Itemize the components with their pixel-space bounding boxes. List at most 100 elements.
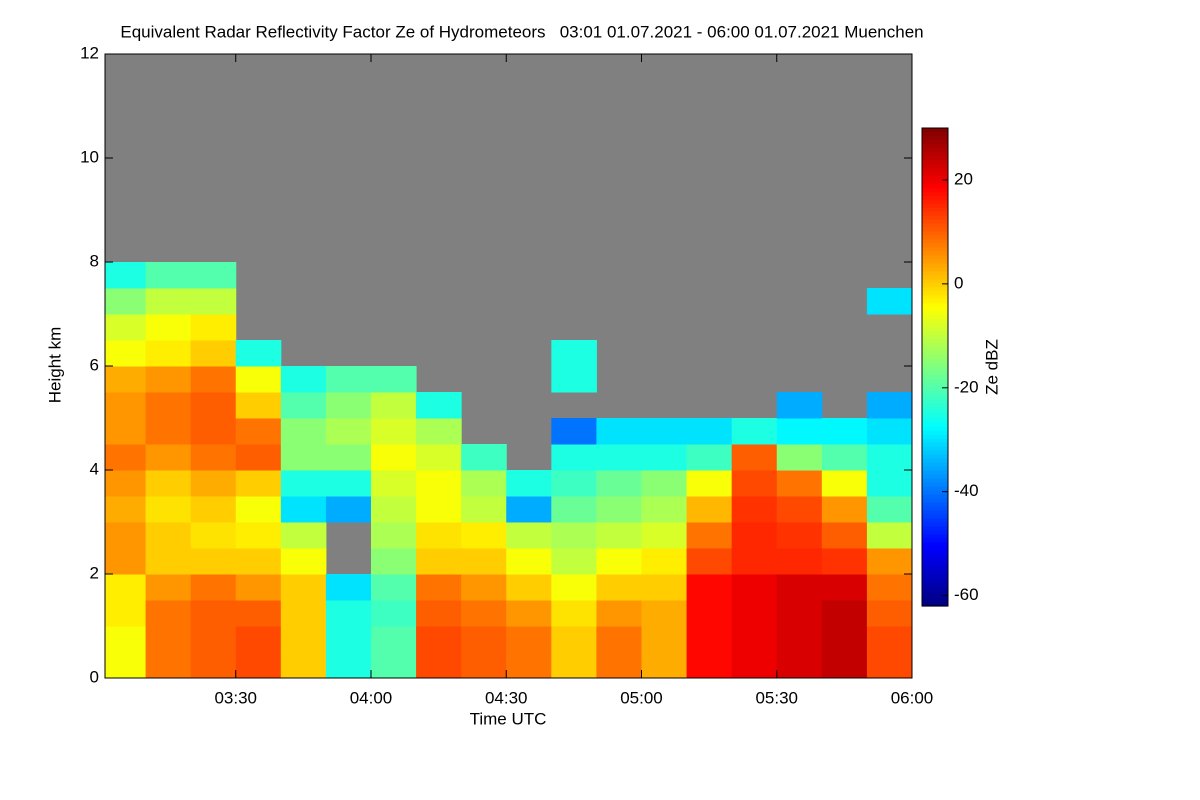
cell — [235, 366, 282, 393]
colorbar-frame — [921, 127, 949, 607]
cell — [105, 496, 147, 523]
colorbar-swatch — [922, 598, 948, 603]
cell — [370, 496, 417, 523]
cell — [190, 600, 237, 627]
cell — [821, 600, 868, 627]
cell — [551, 522, 597, 549]
cell — [461, 496, 507, 523]
cell — [370, 600, 417, 627]
cell — [235, 444, 282, 471]
colorbar-swatch — [922, 243, 948, 249]
cell — [370, 392, 417, 419]
cell — [325, 496, 372, 523]
cell — [731, 470, 778, 497]
cell — [235, 392, 282, 419]
cell — [416, 470, 462, 497]
cell — [235, 548, 282, 575]
cell — [506, 600, 552, 627]
colorbar-swatch — [922, 458, 948, 464]
colorbar-swatch — [922, 151, 948, 157]
cell — [821, 522, 868, 549]
cell — [280, 548, 327, 575]
cell — [145, 418, 192, 445]
colorbar-swatch — [922, 287, 948, 292]
cell — [641, 548, 688, 575]
cell — [145, 652, 192, 679]
colorbar-swatch — [922, 355, 948, 360]
cell — [866, 522, 913, 549]
colorbar-swatch — [922, 418, 948, 424]
cell — [461, 470, 507, 497]
cell — [821, 496, 868, 523]
cell — [506, 470, 552, 497]
cell — [461, 444, 507, 471]
cell — [280, 366, 327, 393]
colorbar-swatch — [922, 414, 948, 420]
colorbar-swatch — [922, 139, 948, 145]
cell — [731, 574, 778, 601]
cell — [105, 548, 147, 575]
cell — [145, 470, 192, 497]
cell — [506, 626, 552, 653]
colorbar-swatch — [922, 179, 948, 185]
cell — [686, 626, 733, 653]
cell — [416, 444, 462, 471]
colorbar-swatch — [922, 167, 948, 173]
cell — [596, 626, 642, 653]
cell — [551, 366, 597, 393]
cell — [506, 652, 552, 679]
cell — [866, 626, 913, 653]
x-axis-label: Time UTC — [470, 709, 547, 728]
cell — [370, 626, 417, 653]
cell — [686, 522, 733, 549]
cell — [145, 600, 192, 627]
cell — [105, 444, 147, 471]
colorbar-swatch — [922, 271, 948, 276]
cell — [235, 470, 282, 497]
colorbar-swatch — [922, 215, 948, 221]
cell — [280, 444, 327, 471]
cell — [325, 366, 372, 393]
cell — [280, 626, 327, 653]
cell — [105, 626, 147, 653]
colorbar-swatch — [922, 538, 948, 543]
colorbar-swatch — [922, 171, 948, 177]
cell — [370, 444, 417, 471]
cell — [145, 626, 192, 653]
colorbar-swatch — [922, 275, 948, 280]
cell — [190, 444, 237, 471]
colorbar-swatch — [922, 562, 948, 567]
colorbar-swatch — [922, 343, 948, 348]
colorbar-swatch — [922, 566, 948, 571]
x-tick-label: 05:30 — [755, 688, 798, 707]
cell — [325, 470, 372, 497]
cell — [105, 288, 147, 315]
cell — [641, 574, 688, 601]
cell — [235, 626, 282, 653]
colorbar-swatch — [922, 199, 948, 205]
x-tick-label: 04:30 — [485, 688, 528, 707]
colorbar-swatch — [922, 259, 948, 265]
cell — [821, 548, 868, 575]
cell — [190, 548, 237, 575]
cell — [325, 444, 372, 471]
cell — [641, 444, 688, 471]
colorbar-swatch — [922, 398, 948, 404]
colorbar-swatch — [922, 438, 948, 444]
cell — [145, 314, 192, 341]
cell — [551, 652, 597, 679]
colorbar-swatch — [922, 478, 948, 484]
cell — [370, 418, 417, 445]
y-tick-label: 4 — [90, 459, 99, 478]
colorbar-swatch — [922, 327, 948, 332]
colorbar-swatch — [922, 394, 948, 400]
colorbar-swatch — [922, 219, 948, 225]
cell — [596, 444, 642, 471]
cell — [686, 548, 733, 575]
cell — [821, 444, 868, 471]
cell — [776, 444, 823, 471]
colorbar-swatch — [922, 195, 948, 201]
cell — [506, 574, 552, 601]
colorbar-swatch — [922, 351, 948, 356]
cell — [105, 314, 147, 341]
